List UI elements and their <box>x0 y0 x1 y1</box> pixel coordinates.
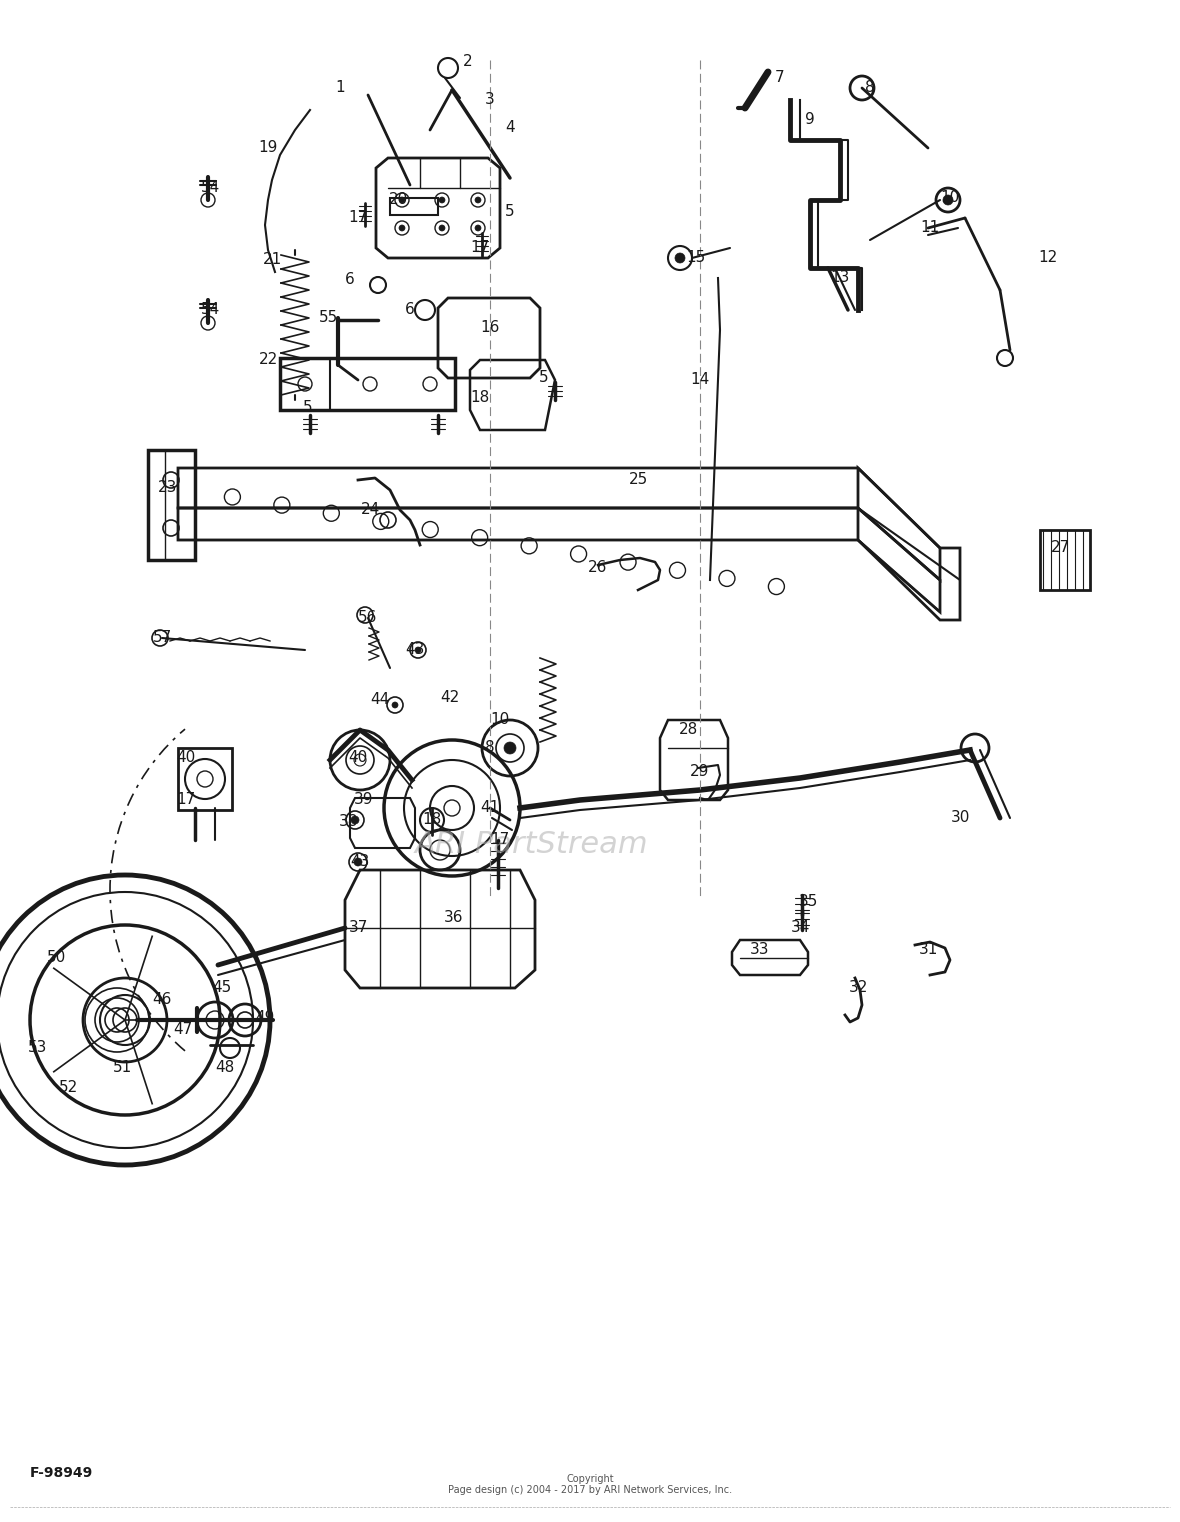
Text: 11: 11 <box>920 221 939 236</box>
Circle shape <box>439 196 445 202</box>
Text: 6: 6 <box>345 272 355 288</box>
Text: 43: 43 <box>405 642 425 658</box>
Text: Copyright: Copyright <box>566 1475 614 1484</box>
Circle shape <box>943 195 953 205</box>
Text: 8: 8 <box>485 741 494 755</box>
Text: 48: 48 <box>216 1061 235 1076</box>
Circle shape <box>350 816 359 823</box>
Text: 39: 39 <box>354 793 374 808</box>
Text: 13: 13 <box>831 271 850 286</box>
Text: 14: 14 <box>690 373 709 388</box>
Text: 18: 18 <box>422 813 441 828</box>
Text: 57: 57 <box>152 630 171 645</box>
Text: 17: 17 <box>348 210 368 225</box>
Text: 15: 15 <box>687 251 706 265</box>
Text: 5: 5 <box>505 204 514 219</box>
Text: 40: 40 <box>348 750 368 766</box>
Circle shape <box>399 225 405 231</box>
Circle shape <box>415 647 421 653</box>
Text: 5: 5 <box>303 400 313 416</box>
Text: 17: 17 <box>471 240 490 256</box>
Circle shape <box>675 253 686 263</box>
Circle shape <box>504 743 516 753</box>
Text: 56: 56 <box>359 610 378 626</box>
Text: F-98949: F-98949 <box>30 1466 93 1481</box>
Text: 28: 28 <box>678 723 697 738</box>
Text: 35: 35 <box>799 895 818 910</box>
Text: 25: 25 <box>629 472 648 487</box>
Text: Page design (c) 2004 - 2017 by ARI Network Services, Inc.: Page design (c) 2004 - 2017 by ARI Netwo… <box>448 1485 732 1495</box>
Text: 29: 29 <box>690 764 709 779</box>
Text: 33: 33 <box>750 942 769 957</box>
Text: 30: 30 <box>950 811 970 825</box>
Text: 43: 43 <box>350 854 369 869</box>
Text: 36: 36 <box>444 910 464 925</box>
Text: 18: 18 <box>471 391 490 405</box>
Text: 5: 5 <box>539 370 549 385</box>
Text: 34: 34 <box>791 921 809 936</box>
Text: 8: 8 <box>865 81 874 96</box>
Text: 2: 2 <box>464 55 473 70</box>
Text: 26: 26 <box>589 560 608 575</box>
Text: 3: 3 <box>485 93 494 108</box>
Text: 37: 37 <box>348 921 368 936</box>
Text: 19: 19 <box>258 140 277 155</box>
Text: 52: 52 <box>58 1081 78 1096</box>
Text: 4: 4 <box>505 120 514 135</box>
Text: 55: 55 <box>319 310 337 326</box>
Circle shape <box>399 196 405 202</box>
Text: 16: 16 <box>480 321 499 335</box>
Text: 23: 23 <box>158 481 178 496</box>
Text: 24: 24 <box>360 502 380 517</box>
Text: 1: 1 <box>335 81 345 96</box>
Text: 12: 12 <box>1038 251 1057 265</box>
Text: 54: 54 <box>201 181 219 195</box>
Text: 46: 46 <box>152 992 171 1008</box>
Text: 21: 21 <box>262 253 282 268</box>
Text: 38: 38 <box>339 814 358 829</box>
Text: 31: 31 <box>918 942 938 957</box>
Circle shape <box>476 196 481 202</box>
Text: 45: 45 <box>212 980 231 995</box>
Text: 54: 54 <box>201 303 219 318</box>
Text: 17: 17 <box>491 833 510 848</box>
Text: 7: 7 <box>775 70 785 85</box>
Text: 10: 10 <box>491 712 510 728</box>
Circle shape <box>354 858 362 866</box>
Text: 27: 27 <box>1050 540 1069 556</box>
Text: 20: 20 <box>388 192 407 207</box>
Text: 41: 41 <box>480 801 499 816</box>
Text: 49: 49 <box>255 1011 275 1026</box>
Text: 10: 10 <box>940 190 959 205</box>
Text: 32: 32 <box>848 980 867 995</box>
Circle shape <box>476 225 481 231</box>
Text: 40: 40 <box>176 750 196 766</box>
Text: 17: 17 <box>176 793 196 808</box>
Text: 47: 47 <box>173 1023 192 1038</box>
Text: ARI PartStream: ARI PartStream <box>414 829 648 860</box>
Text: 6: 6 <box>405 303 415 318</box>
Text: 51: 51 <box>112 1061 132 1076</box>
Text: 50: 50 <box>46 951 66 965</box>
Text: 42: 42 <box>440 691 460 706</box>
Text: 22: 22 <box>258 353 277 367</box>
Text: 44: 44 <box>371 693 389 708</box>
Text: 53: 53 <box>28 1041 47 1055</box>
Text: 9: 9 <box>805 113 815 128</box>
Circle shape <box>392 702 398 708</box>
Circle shape <box>439 225 445 231</box>
